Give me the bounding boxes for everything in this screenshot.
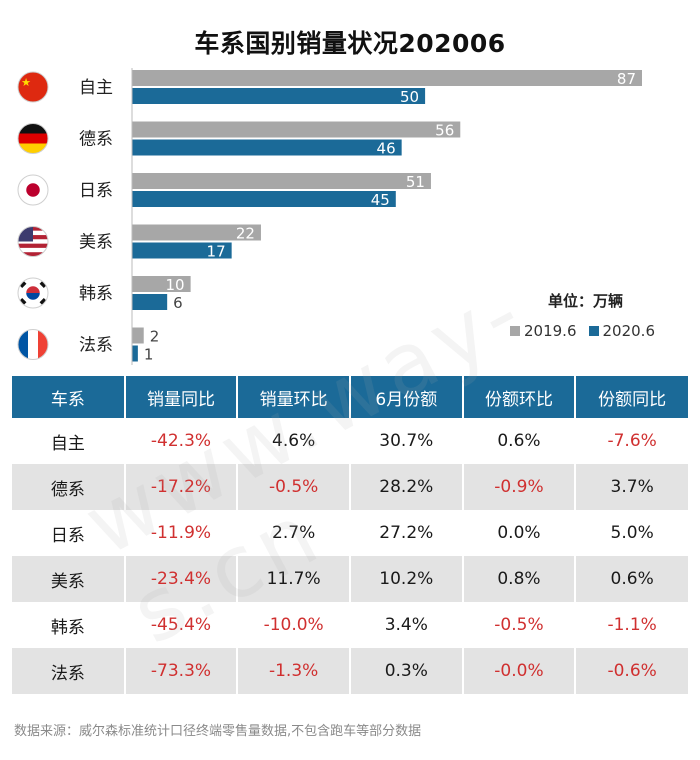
table-cell: -1.3% (237, 648, 351, 694)
table-cell: 11.7% (237, 556, 351, 602)
table-cell: -73.3% (124, 648, 239, 694)
header-cell: 份额环比 (462, 376, 577, 418)
china-flag-icon: ★ (17, 71, 49, 103)
row-label-cell: 德系 (12, 464, 126, 510)
category-label: 自主 (79, 78, 113, 98)
table-cell: -17.2% (124, 464, 239, 510)
legend-swatch-2020 (588, 326, 599, 336)
table-cell: 0.3% (349, 648, 464, 694)
bar-2020 (132, 242, 232, 259)
table-row: 自主 -42.3% 4.6% 30.7% 0.6% -7.6% (12, 418, 688, 464)
row-label-cell: 日系 (12, 510, 126, 556)
usa-flag-icon (17, 226, 49, 257)
legend-label-2019: 2019.6 (524, 322, 577, 340)
legend-swatch-2019 (510, 326, 520, 336)
table-cell: -0.6% (575, 648, 688, 694)
japan-flag-icon (17, 174, 49, 206)
bar-value-label: 45 (371, 191, 390, 209)
bar-value-label: 2 (150, 328, 160, 346)
bar-value-label: 10 (166, 276, 185, 294)
table-cell: -23.4% (124, 556, 239, 602)
row-label-cell: 法系 (12, 648, 126, 694)
header-cell: 车系 (12, 376, 126, 418)
table-cell: 2.7% (237, 510, 351, 556)
table-cell: 0.6% (575, 556, 688, 602)
table-cell: 3.4% (349, 602, 464, 648)
category-label: 美系 (79, 233, 113, 253)
table-cell: 5.0% (610, 523, 654, 543)
stats-table: 车系 销量同比 销量环比 6月份额 份额环比 份额同比 自主 -42.3% 4.6%… (12, 376, 688, 694)
chart-title: 车系国别销量状况202006 (194, 29, 506, 58)
bar-2020 (132, 345, 138, 362)
bar-2019 (132, 173, 431, 189)
bar-2019 (132, 121, 461, 138)
header-cell: 销量同比 (124, 376, 239, 418)
legend-label-2020: 2020.6 (602, 322, 656, 340)
bar-value-label: 1 (144, 346, 154, 364)
table-row: 法系 -73.3% -1.3% 0.3% -0.0% -0.6% (12, 648, 688, 694)
row-label-cell: 美系 (12, 556, 126, 602)
table-row: 美系 -23.4% 11.7% 10.2% 0.8% 0.6% (12, 556, 688, 602)
germany-flag-icon (17, 123, 49, 154)
table-cell: -0.0% (462, 648, 577, 694)
bar-value-label: 46 (377, 140, 396, 158)
bar-2019 (132, 224, 261, 241)
bar-value-label: 6 (173, 294, 183, 312)
unit-label: 单位：万辆 (548, 292, 624, 310)
bar-value-label: 17 (207, 243, 226, 261)
table-cell: -42.3% (124, 418, 239, 464)
source-footnote: 数据来源：威尔森标准统计口径终端零售量数据,不包含跑车等部分数据 (14, 724, 422, 739)
bar-value-label: 50 (400, 88, 419, 106)
bar-value-label: 22 (236, 225, 255, 243)
bar-2020 (132, 88, 426, 104)
bar-value-label: 87 (617, 70, 636, 88)
table-cell: 10.2% (349, 556, 464, 602)
bar-2020 (132, 191, 396, 207)
bar-chart: ★ 自主 87 50 德系 56 46 日系 51 45 美系 22 17 韩系 106 法系 21 (17, 68, 642, 365)
table-cell: -1.1% (607, 615, 657, 635)
legend-item-2019: 2019.6 (510, 322, 577, 340)
bar-2020 (132, 294, 168, 310)
table-cell: 0.8% (462, 556, 577, 602)
category-label: 韩系 (79, 284, 113, 304)
table-cell: 4.6% (237, 418, 351, 464)
france-flag-icon (17, 329, 49, 360)
category-label: 法系 (79, 336, 113, 356)
category-label: 德系 (79, 130, 113, 150)
table-header-row: 车系 销量同比 销量环比 6月份额 份额环比 份额同比 (12, 376, 688, 418)
korea-flag-icon (17, 277, 49, 309)
table-cell: 0.0% (462, 510, 577, 556)
table-cell: -45.4% (124, 602, 239, 648)
row-label-cell: 韩系 (12, 602, 126, 648)
bar-2020 (132, 139, 402, 156)
table-cell: -10.0% (237, 602, 351, 648)
header-cell: 份额同比 (575, 376, 688, 418)
table-row: 日系 -11.9% 2.7% 27.2% 0.0% 5.0% (12, 510, 688, 556)
table-cell: 28.2% (349, 464, 464, 510)
svg-text:★: ★ (21, 76, 31, 89)
row-label-cell: 自主 (12, 418, 126, 464)
legend-item-2020: 2020.6 (588, 322, 656, 340)
table-row: 韩系 -45.4% -10.0% 3.4% -0.5% -1.1% (12, 602, 688, 648)
table-cell: -0.5% (237, 464, 351, 510)
table-cell: 3.7% (575, 464, 688, 510)
header-cell: 销量环比 (237, 376, 351, 418)
table-row: 德系 -17.2% -0.5% 28.2% -0.9% 3.7% (12, 464, 688, 510)
table-cell: -7.6% (607, 431, 657, 451)
table-cell: -0.9% (462, 464, 577, 510)
bar-value-label: 51 (406, 173, 425, 191)
bar-2019 (132, 276, 191, 292)
bar-2019 (132, 70, 642, 86)
table-cell: -11.9% (124, 510, 239, 556)
table-cell: 0.6% (462, 418, 577, 464)
chart-legend: 2019.6 2020.6 (510, 322, 667, 340)
table-cell: 27.2% (349, 510, 464, 556)
bar-value-label: 56 (435, 122, 454, 140)
table-cell: -0.5% (462, 602, 577, 648)
bar-2019 (132, 327, 144, 344)
category-label: 日系 (79, 181, 113, 201)
header-cell: 6月份额 (349, 376, 464, 418)
table-cell: 30.7% (349, 418, 464, 464)
